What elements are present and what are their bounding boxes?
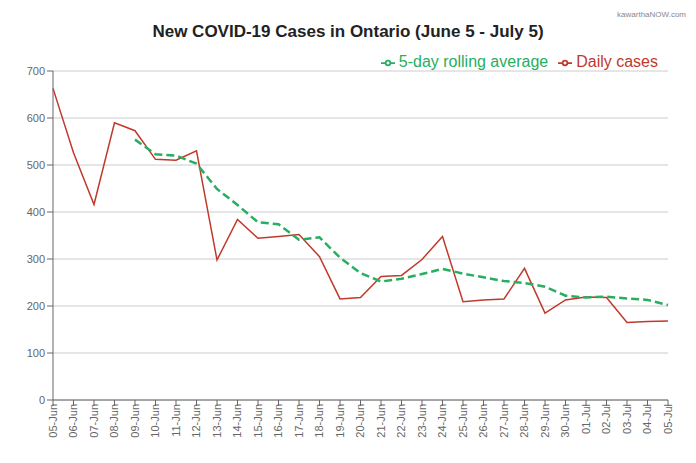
svg-text:23-Jun: 23-Jun (416, 404, 428, 438)
svg-text:14-Jun: 14-Jun (231, 404, 243, 438)
html-text:Daily cases: Daily cases (576, 53, 658, 70)
svg-text:08-Jun: 08-Jun (108, 404, 120, 438)
svg-text:24-Jun: 24-Jun (436, 404, 448, 438)
svg-text:19-Jun: 19-Jun (334, 404, 346, 438)
svg-text:01-Jul: 01-Jul (580, 404, 592, 434)
svg-text:17-Jun: 17-Jun (293, 404, 305, 438)
svg-text:21-Jun: 21-Jun (375, 404, 387, 438)
svg-text:09-Jun: 09-Jun (129, 404, 141, 438)
svg-text:18-Jun: 18-Jun (313, 404, 325, 438)
svg-text:03-Jul: 03-Jul (621, 404, 633, 434)
svg-text:10-Jun: 10-Jun (149, 404, 161, 438)
svg-text:29-Jun: 29-Jun (539, 404, 551, 438)
svg-text:100: 100 (27, 347, 45, 359)
svg-text:02-Jul: 02-Jul (600, 404, 612, 434)
svg-text:600: 600 (27, 112, 45, 124)
svg-text:28-Jun: 28-Jun (518, 404, 530, 438)
svg-text:16-Jun: 16-Jun (272, 404, 284, 438)
svg-text:500: 500 (27, 159, 45, 171)
svg-text:12-Jun: 12-Jun (190, 404, 202, 438)
svg-text:400: 400 (27, 206, 45, 218)
html-text:5-day rolling average: 5-day rolling average (398, 53, 549, 70)
svg-text:05-Jun: 05-Jun (47, 404, 59, 438)
svg-text:06-Jun: 06-Jun (67, 404, 79, 438)
svg-text:07-Jun: 07-Jun (88, 404, 100, 438)
svg-text:300: 300 (27, 253, 45, 265)
svg-text:22-Jun: 22-Jun (395, 404, 407, 438)
svg-text:27-Jun: 27-Jun (498, 404, 510, 438)
svg-text:0: 0 (39, 394, 45, 406)
svg-text:05-Jul: 05-Jul (662, 404, 674, 434)
svg-text:13-Jun: 13-Jun (211, 404, 223, 438)
svg-text:25-Jun: 25-Jun (457, 404, 469, 438)
svg-text:200: 200 (27, 300, 45, 312)
svg-text:20-Jun: 20-Jun (354, 404, 366, 438)
svg-text:700: 700 (27, 65, 45, 77)
svg-text:15-Jun: 15-Jun (252, 404, 264, 438)
svg-text:11-Jun: 11-Jun (170, 404, 182, 437)
svg-text:04-Jul: 04-Jul (641, 404, 653, 434)
svg-text:30-Jun: 30-Jun (559, 404, 571, 438)
html-text:New COVID-19 Cases in Ontario: New COVID-19 Cases in Ontario (June 5 - … (152, 22, 544, 41)
svg-text:26-Jun: 26-Jun (477, 404, 489, 438)
html-text:kawarthaNOW.com: kawarthaNOW.com (617, 10, 686, 19)
